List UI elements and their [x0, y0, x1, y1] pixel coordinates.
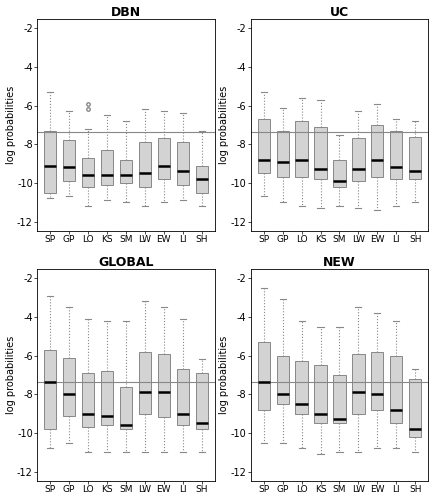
- PathPatch shape: [120, 386, 132, 429]
- PathPatch shape: [333, 375, 345, 424]
- PathPatch shape: [63, 358, 76, 416]
- PathPatch shape: [195, 373, 208, 429]
- Title: DBN: DBN: [111, 6, 141, 18]
- PathPatch shape: [44, 130, 56, 192]
- PathPatch shape: [158, 354, 170, 418]
- PathPatch shape: [258, 119, 270, 174]
- PathPatch shape: [296, 121, 308, 177]
- PathPatch shape: [333, 160, 345, 187]
- PathPatch shape: [177, 142, 189, 185]
- Y-axis label: log probabilities: log probabilities: [6, 86, 16, 164]
- Y-axis label: log probabilities: log probabilities: [219, 86, 229, 164]
- Title: GLOBAL: GLOBAL: [98, 256, 154, 268]
- PathPatch shape: [371, 125, 384, 177]
- PathPatch shape: [44, 350, 56, 429]
- PathPatch shape: [352, 138, 365, 181]
- PathPatch shape: [82, 373, 94, 427]
- PathPatch shape: [276, 356, 289, 404]
- PathPatch shape: [139, 142, 151, 187]
- PathPatch shape: [120, 160, 132, 183]
- PathPatch shape: [352, 354, 365, 414]
- PathPatch shape: [276, 130, 289, 177]
- PathPatch shape: [314, 365, 327, 424]
- PathPatch shape: [195, 166, 208, 192]
- Title: NEW: NEW: [323, 256, 356, 268]
- Title: UC: UC: [330, 6, 349, 18]
- PathPatch shape: [409, 136, 421, 179]
- PathPatch shape: [314, 127, 327, 179]
- PathPatch shape: [82, 158, 94, 187]
- PathPatch shape: [101, 371, 113, 425]
- PathPatch shape: [390, 130, 402, 179]
- PathPatch shape: [63, 140, 76, 181]
- Y-axis label: log probabilities: log probabilities: [219, 336, 229, 414]
- PathPatch shape: [409, 379, 421, 437]
- PathPatch shape: [101, 150, 113, 185]
- PathPatch shape: [258, 342, 270, 409]
- PathPatch shape: [371, 352, 384, 410]
- PathPatch shape: [177, 369, 189, 425]
- Y-axis label: log probabilities: log probabilities: [6, 336, 16, 414]
- PathPatch shape: [139, 352, 151, 414]
- PathPatch shape: [296, 362, 308, 414]
- PathPatch shape: [390, 356, 402, 424]
- PathPatch shape: [158, 138, 170, 179]
